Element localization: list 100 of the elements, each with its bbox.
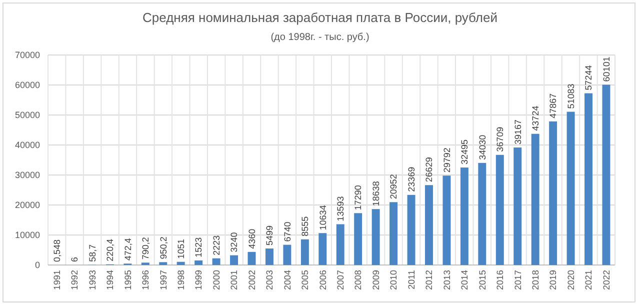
x-tick-label: 1999 [194,270,204,290]
x-tick-label: 2011 [406,270,416,290]
bar [531,134,540,265]
data-label: 2223 [211,235,222,256]
bar [407,194,416,265]
data-label: 51083 [566,84,576,109]
x-tick-label: 2013 [442,270,452,290]
data-label: 32495 [460,139,470,165]
data-label: 4360 [246,228,257,249]
y-tick-label: 20000 [14,200,40,210]
data-label: 790,2 [140,237,151,260]
x-tick-label: 2018 [530,270,540,290]
data-label: 60101 [601,56,612,82]
bar [336,224,344,265]
bar [372,209,380,265]
data-label: 36709 [495,126,506,152]
x-tick-label: 2016 [495,270,506,290]
y-tick-label: 70000 [14,50,40,60]
data-label: 13593 [336,196,346,222]
x-tick-label: 1991 [52,270,62,290]
y-tick-label: 10000 [14,230,40,240]
bar [212,258,220,265]
x-tick-label: 1997 [158,270,168,290]
y-tick-label: 40000 [14,140,40,150]
x-tick-label: 1994 [105,270,116,290]
chart-title: Средняя номинальная заработная плата в России, рублей [142,10,498,25]
data-label: 220,4 [105,238,116,262]
x-tick-label: 2022 [601,270,612,290]
data-label: 18638 [370,181,381,206]
data-label: 23369 [406,166,416,192]
bar [566,112,575,265]
bar [300,239,309,265]
data-label: 8555 [300,216,310,236]
data-label: 1523 [194,237,204,258]
x-tick-label: 2004 [282,270,292,290]
x-tick-label: 1992 [70,270,80,290]
data-label: 29792 [442,148,452,173]
bar [194,260,203,265]
bar [442,176,451,265]
data-label: 34030 [477,134,488,160]
y-tick-label: 30000 [14,170,40,180]
data-label: 5499 [264,225,275,246]
x-tick-label: 2000 [211,270,222,290]
data-label: 47867 [548,93,558,118]
x-tick-label: 2008 [353,270,364,290]
bar [283,244,292,265]
data-label: 0,548 [52,239,62,262]
bar [265,248,274,265]
y-tick-label: 0 [34,260,40,270]
x-tick-label: 2006 [318,270,328,290]
x-tick-label: 1996 [140,270,151,290]
bar [478,162,486,265]
x-tick-label: 2005 [300,270,310,290]
bar [230,255,238,265]
bar [424,185,433,265]
x-tick-label: 2007 [336,270,346,290]
data-label: 43724 [530,106,540,131]
bar [318,233,327,265]
x-tick-label: 2020 [566,270,576,290]
bar [514,148,522,265]
bar [159,262,168,265]
x-tick-label: 2002 [246,270,257,290]
bar [549,121,558,265]
bar [248,252,256,265]
chart-subtitle: (до 1998г. - тыс. руб.) [270,32,370,43]
data-label: 57244 [584,65,594,90]
y-tick-label: 50000 [14,110,40,120]
x-tick-label: 1993 [87,270,98,290]
x-tick-label: 2012 [424,270,434,290]
bar [602,84,610,265]
bar [584,93,592,265]
data-label: 10634 [318,205,328,230]
data-label: 950,2 [158,236,168,260]
bar [496,154,504,265]
data-label: 26629 [424,157,434,182]
data-label: 58,7 [87,244,98,262]
x-tick-label: 2019 [548,270,558,290]
x-tick-label: 1998 [176,270,186,290]
data-label: 6 [70,256,80,262]
x-tick-label: 2015 [477,270,488,290]
bar [176,262,185,265]
data-label: 1051 [176,238,186,259]
bar [390,202,398,265]
x-tick-label: 2010 [388,270,399,290]
x-tick-label: 1995 [122,270,133,290]
data-label: 17290 [353,185,364,210]
data-label: 20952 [388,174,399,200]
data-label: 6740 [282,222,292,242]
bar [354,213,362,265]
x-tick-label: 2001 [229,270,240,290]
x-tick-label: 2009 [370,270,381,290]
x-tick-label: 2003 [264,270,275,290]
data-label: 3240 [229,232,240,252]
y-tick-label: 60000 [14,80,40,90]
data-label: 472,4 [122,238,133,261]
data-label: 39167 [512,119,523,144]
x-tick-label: 2021 [584,270,594,290]
x-tick-label: 2014 [460,270,470,290]
bar [460,168,468,265]
x-tick-label: 2017 [512,270,523,290]
